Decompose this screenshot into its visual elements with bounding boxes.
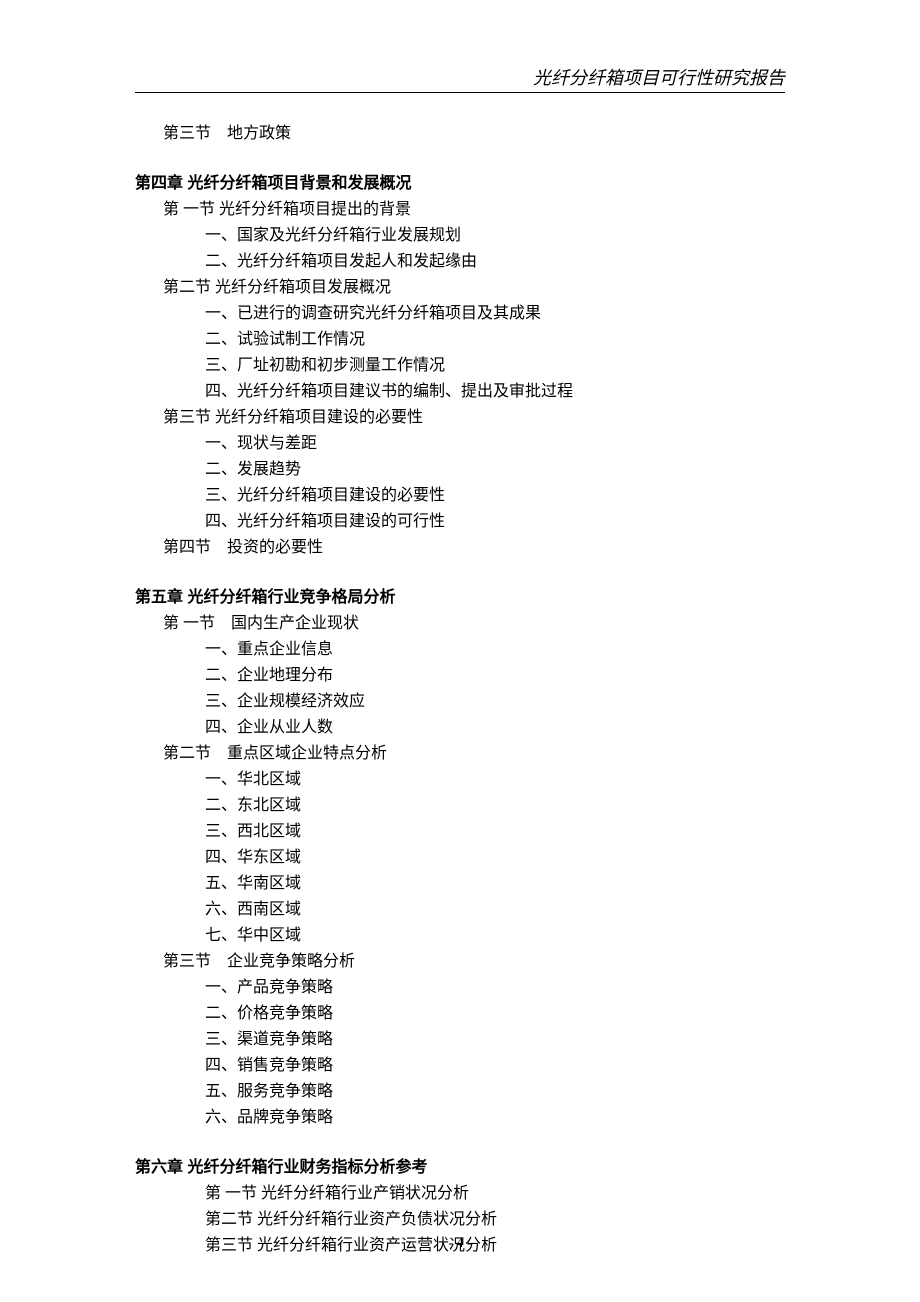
section-label: 第二节 光纤分纤箱行业资产负债状况分析: [135, 1207, 785, 1233]
toc-item: 一、重点企业信息: [135, 637, 785, 663]
toc-item: 四、销售竞争策略: [135, 1053, 785, 1079]
toc-item: 二、试验试制工作情况: [135, 327, 785, 353]
toc-item: 二、价格竞争策略: [135, 1001, 785, 1027]
section-label: 第三节 光纤分纤箱项目建设的必要性: [135, 405, 785, 431]
toc-item: 七、华中区域: [135, 923, 785, 949]
toc-item: 四、华东区域: [135, 845, 785, 871]
toc-item: 六、西南区域: [135, 897, 785, 923]
toc-item: 四、企业从业人数: [135, 715, 785, 741]
header-underline: [135, 92, 425, 93]
section-label: 第二节 光纤分纤箱项目发展概况: [135, 275, 785, 301]
toc-item: 三、渠道竞争策略: [135, 1027, 785, 1053]
page-footer: - 4 -: [0, 1236, 920, 1252]
section-orphan: 第三节 地方政策: [135, 121, 785, 147]
toc-item: 一、产品竞争策略: [135, 975, 785, 1001]
toc-item: 一、现状与差距: [135, 431, 785, 457]
toc-item: 三、光纤分纤箱项目建设的必要性: [135, 483, 785, 509]
toc-item: 五、华南区域: [135, 871, 785, 897]
toc-item: 一、华北区域: [135, 767, 785, 793]
toc-item: 一、已进行的调查研究光纤分纤箱项目及其成果: [135, 301, 785, 327]
toc-item: 三、企业规模经济效应: [135, 689, 785, 715]
section-label: 第三节 企业竞争策略分析: [135, 949, 785, 975]
section-label: 第 一节 光纤分纤箱项目提出的背景: [135, 197, 785, 223]
chapter-title: 第五章 光纤分纤箱行业竞争格局分析: [135, 585, 785, 611]
document-page: 光纤分纤箱项目可行性研究报告 第三节 地方政策 第四章 光纤分纤箱项目背景和发展…: [0, 0, 920, 1302]
toc-item: 五、服务竞争策略: [135, 1079, 785, 1105]
toc-item: 三、厂址初勘和初步测量工作情况: [135, 353, 785, 379]
toc-item: 二、企业地理分布: [135, 663, 785, 689]
toc-item: 六、品牌竞争策略: [135, 1105, 785, 1131]
chapter-title: 第六章 光纤分纤箱行业财务指标分析参考: [135, 1155, 785, 1181]
section-label: 第四节 投资的必要性: [135, 535, 785, 561]
toc-item: 一、国家及光纤分纤箱行业发展规划: [135, 223, 785, 249]
page-header: 光纤分纤箱项目可行性研究报告: [135, 70, 785, 93]
header-title: 光纤分纤箱项目可行性研究报告: [533, 64, 785, 90]
toc-item: 二、发展趋势: [135, 457, 785, 483]
toc-item: 四、光纤分纤箱项目建议书的编制、提出及审批过程: [135, 379, 785, 405]
chapter-title: 第四章 光纤分纤箱项目背景和发展概况: [135, 171, 785, 197]
section-label: 第 一节 光纤分纤箱行业产销状况分析: [135, 1181, 785, 1207]
toc-item: 二、光纤分纤箱项目发起人和发起缘由: [135, 249, 785, 275]
toc-item: 四、光纤分纤箱项目建设的可行性: [135, 509, 785, 535]
toc-item: 二、东北区域: [135, 793, 785, 819]
section-label: 第二节 重点区域企业特点分析: [135, 741, 785, 767]
page-number: - 4 -: [448, 1236, 471, 1251]
toc-content: 第三节 地方政策 第四章 光纤分纤箱项目背景和发展概况 第 一节 光纤分纤箱项目…: [135, 121, 785, 1259]
section-label: 第 一节 国内生产企业现状: [135, 611, 785, 637]
toc-item: 三、西北区域: [135, 819, 785, 845]
